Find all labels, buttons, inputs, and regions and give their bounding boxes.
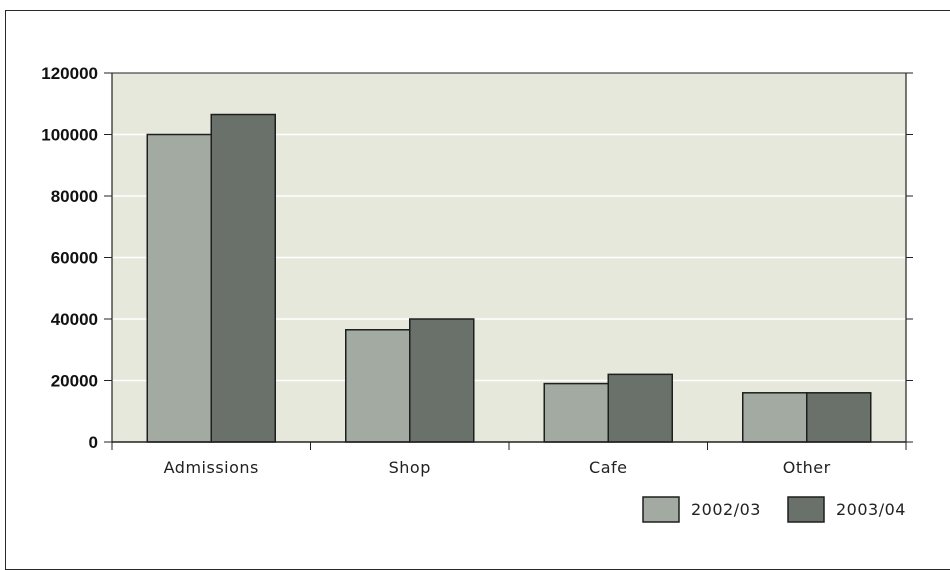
y-tick-label: 20000 <box>51 372 98 391</box>
y-tick-label: 120000 <box>41 64 98 83</box>
legend-swatch-2003-04 <box>787 496 825 523</box>
bar-chart: 0 20000 40000 60000 80000 100000 120000 Admiss… <box>41 64 913 523</box>
x-tick-label: Shop <box>389 458 431 477</box>
y-axis-tick-labels: 0 20000 40000 60000 80000 100000 120000 <box>41 64 98 452</box>
y-tick-label: 40000 <box>51 310 98 329</box>
y-tick-label: 80000 <box>51 187 98 206</box>
legend-swatch-2002-03 <box>642 496 680 523</box>
x-tick-label: Admissions <box>164 458 259 477</box>
legend-label: 2002/03 <box>691 500 761 519</box>
bar-admissions-2003-04 <box>210 113 276 443</box>
y-tick-label: 100000 <box>41 126 98 145</box>
bar-cafe-2002-03 <box>543 382 609 443</box>
bar-other-2003-04 <box>806 392 872 443</box>
x-axis-tick-labels: Admissions Shop Cafe Other <box>164 458 831 477</box>
bar-shop-2003-04 <box>409 318 475 443</box>
bars <box>146 113 872 443</box>
x-tick-label: Other <box>783 458 831 477</box>
bar-other-2002-03 <box>742 392 808 443</box>
legend: 2002/03 2003/04 <box>642 496 906 523</box>
y-tick-label: 0 <box>89 433 98 452</box>
bar-admissions-2002-03 <box>146 133 212 443</box>
axis-ticks <box>104 72 913 443</box>
y-tick-label: 60000 <box>51 249 98 268</box>
axes <box>111 73 907 450</box>
bar-cafe-2003-04 <box>607 373 673 443</box>
legend-label: 2003/04 <box>836 500 906 519</box>
x-tick-label: Cafe <box>589 458 627 477</box>
bar-shop-2002-03 <box>345 329 411 443</box>
